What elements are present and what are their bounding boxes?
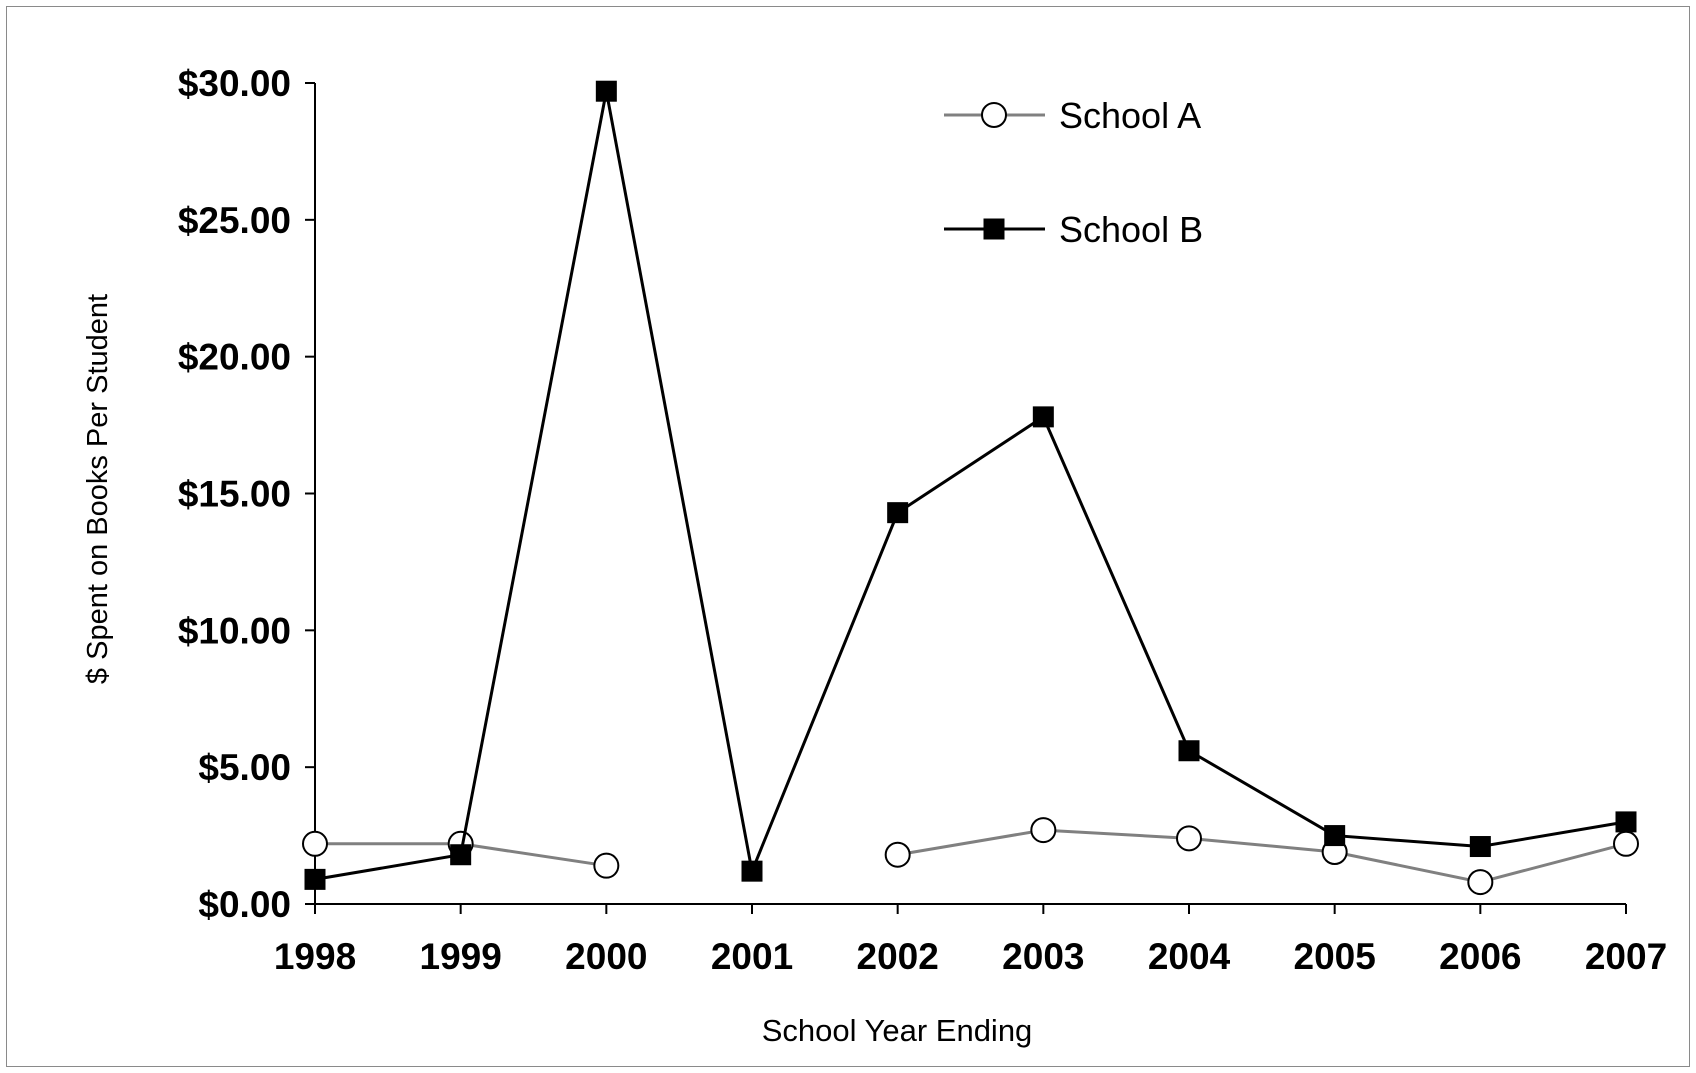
- legend: School A School B: [944, 95, 1203, 250]
- line-chart: $0.00 $5.00 $10.00 $15.00 $20.00 $25.00 $30.00…: [82, 63, 1667, 1048]
- legend-item-1: School A: [944, 95, 1201, 136]
- series-1: [302, 817, 1639, 896]
- data-point: [887, 502, 909, 524]
- data-point: [1469, 836, 1491, 858]
- data-point: [1176, 825, 1202, 852]
- data-point: [1324, 825, 1346, 847]
- data-point: [1615, 811, 1637, 833]
- x-tick-label: 2007: [1585, 936, 1667, 977]
- x-tick-label: 2000: [565, 936, 647, 977]
- y-tick-label: $10.00: [178, 610, 291, 651]
- data-point: [593, 852, 620, 879]
- data-point: [1030, 817, 1057, 844]
- x-tick-label: 2004: [1148, 936, 1231, 977]
- y-axis-ticks: $0.00 $5.00 $10.00 $15.00 $20.00 $25.00 $30.00: [178, 63, 315, 925]
- x-axis-ticks: 1998 1999 2000 2001 2002 2003 2004 2005 2006 2007: [274, 904, 1667, 977]
- data-point: [884, 841, 911, 868]
- x-tick-label: 1999: [420, 936, 502, 977]
- x-tick-label: 2003: [1002, 936, 1084, 977]
- data-point: [595, 80, 617, 102]
- series-line: [897, 828, 1627, 884]
- y-tick-label: $20.00: [178, 337, 291, 378]
- data-point: [450, 844, 472, 866]
- series-line: [314, 90, 1627, 881]
- y-axis-title: $ Spent on Books Per Student: [82, 294, 114, 684]
- y-tick-label: $0.00: [198, 884, 291, 925]
- y-tick-label: $30.00: [178, 63, 291, 104]
- legend-marker: [981, 102, 1007, 128]
- data-point: [1613, 830, 1639, 857]
- data-point: [1178, 740, 1200, 762]
- x-axis-title: School Year Ending: [762, 1013, 1033, 1048]
- chart-frame: $0.00 $5.00 $10.00 $15.00 $20.00 $25.00 $30.00…: [6, 6, 1690, 1067]
- x-tick-label: 2006: [1439, 936, 1521, 977]
- x-tick-label: 2005: [1294, 936, 1376, 977]
- series-2: [304, 80, 1637, 890]
- data-point: [302, 830, 328, 857]
- data-point: [304, 868, 326, 890]
- data-point: [1467, 869, 1494, 896]
- y-tick-label: $15.00: [178, 474, 291, 515]
- legend-item-2: School B: [944, 209, 1203, 250]
- y-tick-label: $25.00: [178, 200, 291, 241]
- y-tick-label: $5.00: [198, 747, 291, 788]
- x-tick-label: 2001: [711, 936, 793, 977]
- series-layer: [302, 80, 1639, 896]
- data-point: [1032, 406, 1054, 428]
- x-tick-label: 2002: [857, 936, 939, 977]
- data-point: [741, 860, 763, 882]
- axes: [314, 83, 1626, 905]
- legend-label: School A: [1059, 95, 1201, 136]
- legend-marker: [983, 218, 1005, 240]
- x-tick-label: 1998: [274, 936, 356, 977]
- legend-label: School B: [1059, 209, 1203, 250]
